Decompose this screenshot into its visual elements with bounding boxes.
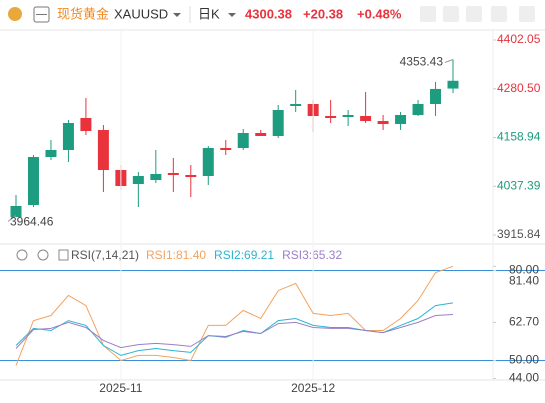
legend-entry: RSI1:81.40: [146, 248, 206, 262]
y-tick-label: 4037.39: [497, 178, 541, 192]
y-tick-label: 44.00: [509, 371, 539, 385]
y-tick-label: 80.00: [509, 263, 539, 277]
candle-body: [27, 157, 39, 205]
candle-body: [255, 133, 267, 137]
low-label: 3964.46: [10, 215, 54, 229]
change-percent: +0.48%: [357, 6, 402, 21]
low-pointer: [7, 215, 17, 222]
candle-body: [272, 110, 284, 137]
y-tick-label: 81.40: [509, 274, 539, 288]
candle-body: [167, 172, 179, 176]
legend-entry: RSI3:65.32: [282, 248, 342, 262]
change: +20.38: [303, 6, 343, 21]
candle-body: [80, 118, 92, 132]
instrument-name[interactable]: 现货黄金: [57, 6, 109, 21]
rsi-line: [15, 302, 454, 356]
legend-entry: RSI2:69.21: [214, 248, 274, 262]
high-label: 4353.43: [400, 55, 444, 69]
y-tick-label: 4158.94: [497, 130, 541, 144]
y-tick-label: 4402.05: [497, 32, 541, 46]
fullscreen-button[interactable]: [491, 6, 507, 22]
close-button[interactable]: [519, 6, 535, 22]
draw-button[interactable]: [443, 6, 459, 22]
x-tick-label: 2025-11: [99, 381, 142, 395]
eye-icon[interactable]: [16, 249, 28, 261]
toolbar: 现货黄金 XAUUSD 日K 4300.38 +20.38 +0.48%: [0, 6, 545, 381]
y-tick-label: 3915.84: [497, 227, 541, 241]
symbol[interactable]: XAUUSD: [114, 6, 168, 21]
candle-body: [430, 88, 442, 105]
list-icon[interactable]: [58, 249, 69, 261]
candle-body: [220, 148, 232, 150]
candle-body: [290, 104, 302, 107]
candle-body: [202, 148, 214, 176]
grid-icon[interactable]: [33, 6, 50, 23]
candle-body: [150, 173, 162, 180]
price: 4300.38: [245, 6, 292, 21]
y-tick-label: 4280.50: [497, 81, 541, 95]
dropdown-icon[interactable]: [228, 13, 236, 17]
high-pointer: [444, 59, 454, 63]
settings-button[interactable]: [466, 6, 482, 22]
indicator-title: RSI(7,14,21): [71, 248, 139, 262]
candle-body: [360, 116, 372, 122]
candle-body: [412, 104, 424, 116]
period[interactable]: 日K: [198, 6, 220, 21]
dropdown-icon[interactable]: [173, 13, 181, 17]
y-tick-label: 62.70: [509, 315, 539, 329]
candle-body: [97, 130, 109, 171]
gear-icon[interactable]: [37, 249, 49, 261]
candle-body: [185, 175, 197, 177]
indicator-button[interactable]: [420, 6, 436, 22]
rsi-line: [15, 314, 454, 349]
candle-body: [395, 115, 407, 125]
y-tick-label: 50.00: [509, 353, 539, 367]
candle-body: [132, 175, 144, 185]
candle-body: [447, 80, 459, 89]
candle-body: [237, 133, 249, 149]
candle-body: [62, 123, 74, 150]
rsi-line: [15, 265, 454, 366]
coin-icon: [8, 7, 22, 21]
candle-body: [377, 121, 389, 125]
candle-body: [45, 149, 57, 158]
candle-body: [342, 115, 354, 118]
candle-body: [10, 205, 22, 217]
x-tick-label: 2025-12: [291, 381, 335, 395]
candle-body: [325, 116, 337, 119]
